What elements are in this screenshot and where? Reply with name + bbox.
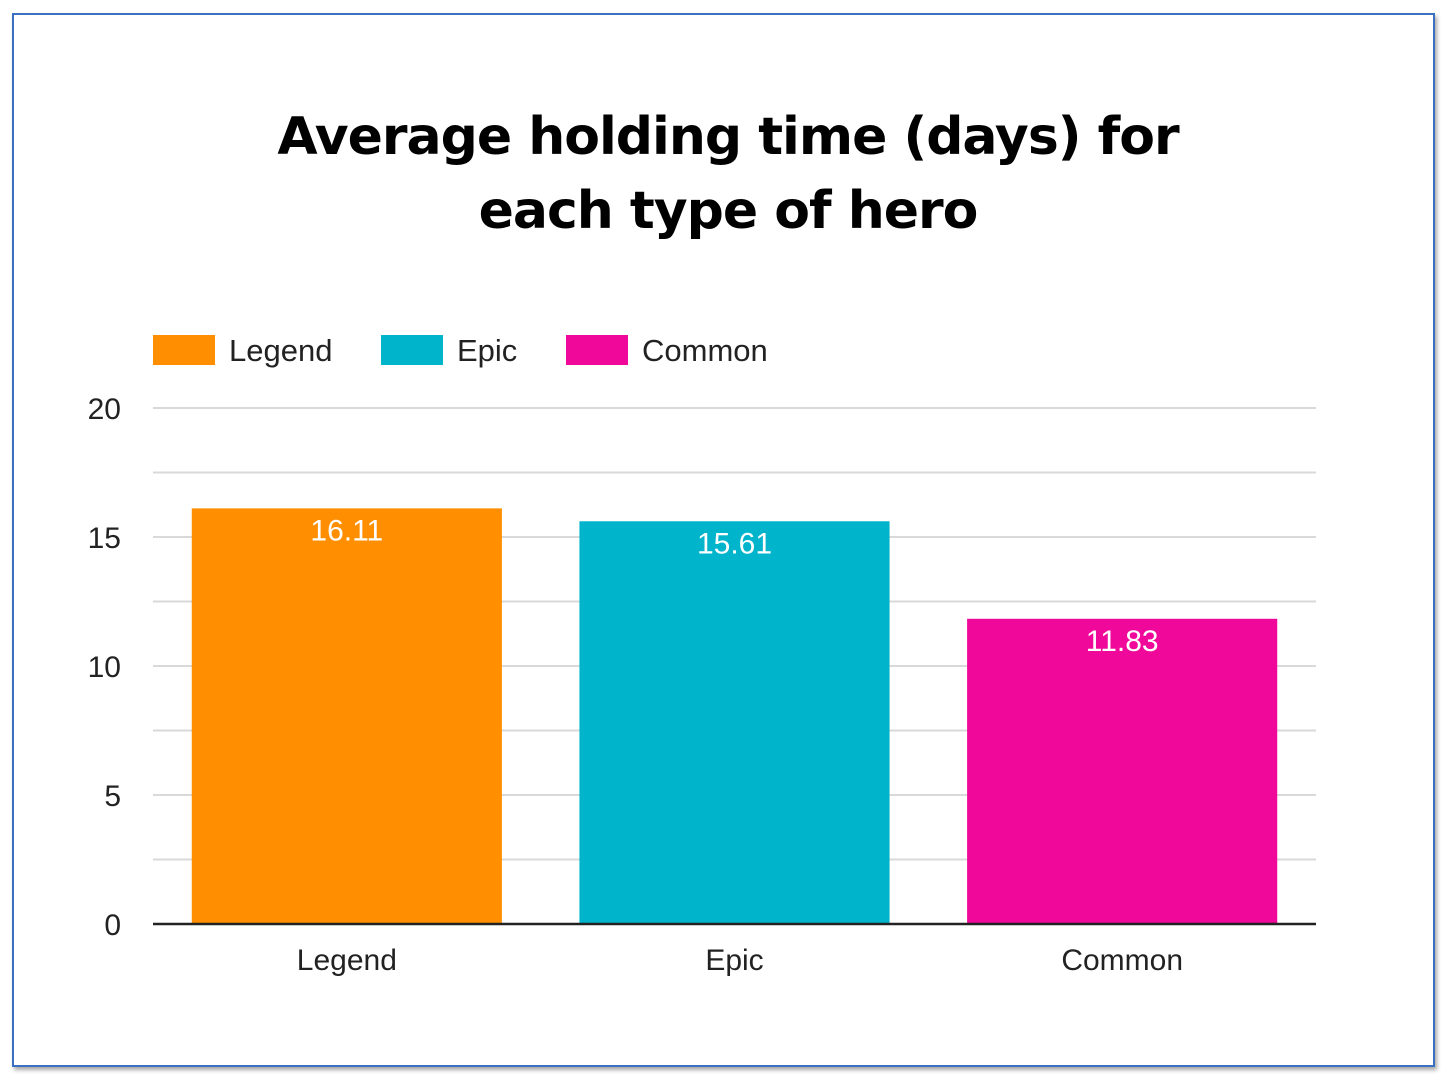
data-label: 16.11 [310, 514, 383, 547]
chart-title-line-1: Average holding time (days) for [277, 107, 1179, 167]
y-tick-label: 15 [88, 522, 121, 555]
bar-legend [191, 508, 502, 924]
legend-swatch [153, 335, 215, 365]
legend-swatch [566, 335, 628, 365]
x-tick-label: Epic [705, 944, 763, 977]
chart-title-line-2: each type of hero [478, 181, 979, 241]
bars: 16.11 15.61 11.83 [191, 508, 1278, 924]
bar-common [967, 618, 1278, 924]
y-tick-label: 20 [88, 393, 121, 426]
x-tick-label: Common [1061, 944, 1183, 977]
axes: 0 5 10 15 20 Legend Epic Common [88, 393, 1316, 977]
legend-swatch [381, 335, 443, 365]
y-tick-label: 0 [104, 909, 121, 942]
legend-label: Common [642, 333, 768, 368]
y-tick-label: 5 [104, 780, 121, 813]
data-label: 15.61 [697, 527, 772, 560]
legend: Legend Epic Common [153, 333, 768, 368]
data-label: 11.83 [1086, 625, 1159, 658]
bar-epic [579, 521, 890, 924]
chart-title: Average holding time (days) for each typ… [0, 100, 1456, 248]
y-tick-label: 10 [88, 651, 121, 684]
legend-label: Legend [229, 333, 332, 368]
legend-label: Epic [457, 333, 517, 368]
x-tick-label: Legend [297, 944, 397, 977]
